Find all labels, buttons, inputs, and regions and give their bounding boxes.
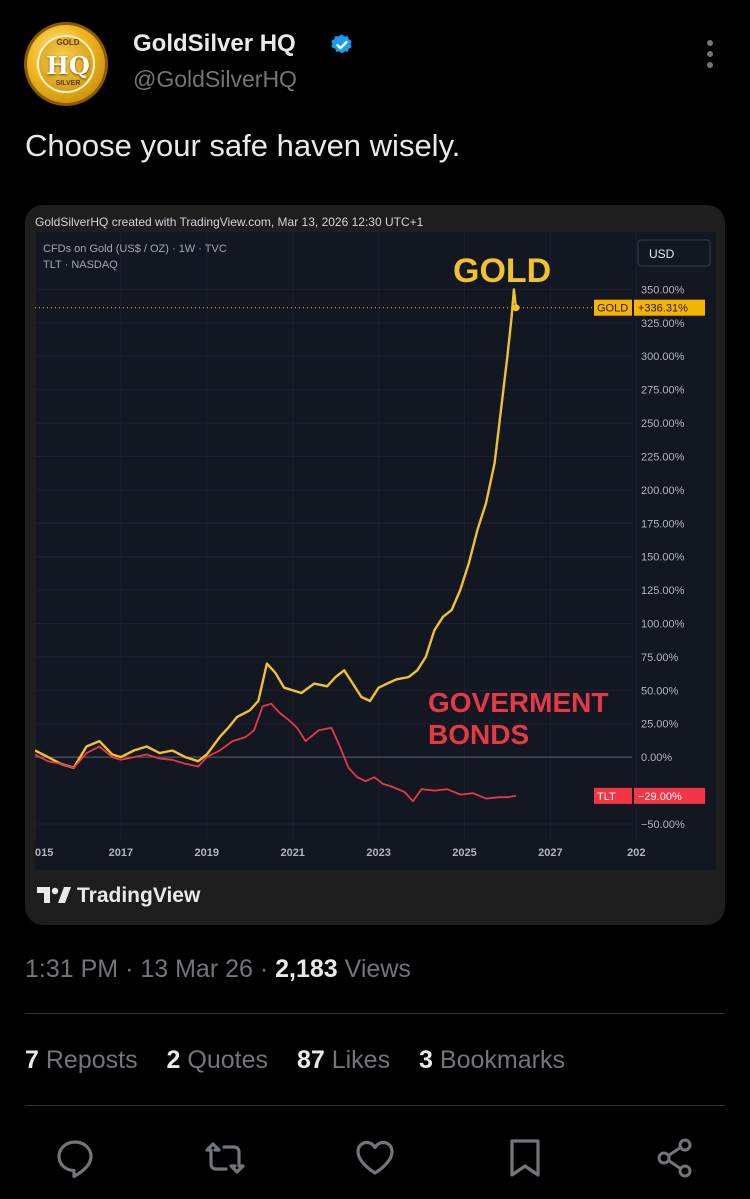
quotes-count: 2 — [166, 1046, 181, 1074]
gold-value-label: +336.31% — [638, 303, 688, 315]
like-icon[interactable] — [353, 1136, 397, 1180]
verified-badge-icon — [331, 34, 352, 54]
tlt-name-label: TLT — [597, 791, 616, 803]
avatar-coin: GOLD HQ SILVER — [37, 35, 95, 93]
views-count: 2,183 — [275, 955, 338, 983]
gold-value-badge — [634, 299, 705, 316]
tradingview-logo-icon — [37, 887, 71, 903]
repost-icon[interactable] — [203, 1136, 247, 1180]
author-name[interactable]: GoldSilver HQ — [133, 30, 296, 57]
quotes-stat[interactable]: 2 Quotes — [167, 1046, 268, 1074]
tweet-date[interactable]: 13 Mar 26 — [140, 955, 253, 983]
views-label: Views — [344, 955, 411, 983]
chart-caption: GoldSilverHQ created with TradingView.co… — [35, 215, 424, 229]
x-tick-label: 2017 — [109, 847, 133, 859]
bonds-annotation-line2: BONDS — [428, 719, 529, 750]
reposts-stat[interactable]: 7 Reposts — [25, 1046, 138, 1074]
gold-series-line — [34, 288, 518, 769]
share-icon[interactable] — [653, 1136, 697, 1180]
avatar[interactable]: GOLD HQ SILVER — [24, 22, 108, 106]
tradingview-wordmark: TradingView — [77, 884, 201, 907]
bonds-annotation-line1: GOVERMENT — [428, 687, 608, 718]
y-tick-label: 125.00% — [641, 585, 685, 597]
engagement-stats: 7 Reposts 2 Quotes 87 Likes 3 Bookmarks — [25, 1046, 587, 1075]
y-tick-label: 175.00% — [641, 518, 685, 530]
avatar-top-text: GOLD — [56, 38, 80, 47]
y-tick-label: 200.00% — [641, 485, 685, 497]
tweet-meta: 1:31 PM · 13 Mar 26 · 2,183 Views — [25, 955, 411, 984]
bookmarks-stat[interactable]: 3 Bookmarks — [419, 1046, 565, 1074]
bookmarks-count: 3 — [419, 1046, 433, 1074]
gold-annotation: GOLD — [453, 252, 551, 290]
tlt-series-line — [34, 702, 517, 803]
x-tick-label: 2027 — [538, 847, 562, 859]
y-tick-label: 275.00% — [641, 385, 685, 397]
divider — [25, 1105, 725, 1106]
chart-symbol-line: TLT · NASDAQ — [43, 259, 118, 271]
chart-image-card[interactable]: GoldSilverHQ created with TradingView.co… — [25, 205, 725, 925]
likes-stat[interactable]: 87 Likes — [297, 1046, 390, 1074]
x-tick-label: 015 — [35, 847, 53, 859]
bookmarks-label: Bookmarks — [439, 1046, 565, 1074]
y-tick-label: 100.00% — [641, 619, 685, 631]
y-tick-label: 300.00% — [641, 351, 685, 363]
gold-name-label: GOLD — [597, 303, 628, 315]
y-tick-label: 350.00% — [641, 284, 685, 296]
y-tick-label: 0.00% — [641, 752, 672, 764]
avatar-initials: HQ — [46, 51, 90, 80]
x-tick-label: 2019 — [195, 847, 219, 859]
likes-count: 87 — [296, 1046, 325, 1074]
meta-separator: · — [259, 955, 276, 983]
y-tick-label: 75.00% — [641, 652, 679, 664]
reposts-count: 7 — [25, 1046, 39, 1074]
tweet-time[interactable]: 1:31 PM — [25, 955, 119, 983]
x-tick-label: 2023 — [366, 847, 390, 859]
x-tick-label: 2025 — [452, 847, 476, 859]
meta-separator: · — [125, 955, 141, 983]
tlt-value-label: −29.00% — [638, 791, 682, 803]
tweet-header: GOLD HQ SILVER GoldSilver HQ @GoldSilver… — [0, 0, 750, 120]
tlt-value-badge — [634, 787, 705, 804]
x-tick-label: 202 — [627, 847, 645, 859]
tweet-text: Choose your safe haven wisely. — [25, 128, 461, 163]
divider — [25, 1013, 725, 1014]
gold-last-point — [512, 304, 520, 312]
y-tick-label: 225.00% — [641, 451, 685, 463]
likes-label: Likes — [331, 1046, 391, 1074]
y-tick-label: 50.00% — [641, 685, 679, 697]
chart-svg: CFDs on Gold (US$ / OZ) · 1W · TVC TLT · … — [34, 232, 711, 859]
y-tick-label: 325.00% — [641, 318, 685, 330]
reposts-label: Reposts — [45, 1046, 138, 1074]
y-tick-label: 150.00% — [641, 552, 685, 564]
bookmark-icon[interactable] — [503, 1136, 547, 1180]
x-tick-label: 2021 — [280, 847, 304, 859]
y-tick-label: −50.00% — [641, 819, 685, 831]
tlt-name-badge — [594, 787, 632, 804]
currency-label: USD — [649, 247, 675, 261]
more-options-icon[interactable] — [700, 40, 720, 74]
author-handle[interactable]: @GoldSilverHQ — [133, 66, 297, 92]
chart-area: CFDs on Gold (US$ / OZ) · 1W · TVC TLT · … — [34, 232, 716, 870]
currency-selector — [637, 239, 711, 267]
quotes-label: Quotes — [187, 1046, 268, 1074]
avatar-bottom-text: SILVER — [55, 80, 81, 87]
gold-name-badge — [594, 299, 632, 316]
action-bar — [0, 1130, 750, 1190]
chart-symbol-line: CFDs on Gold (US$ / OZ) · 1W · TVC — [43, 243, 227, 255]
reply-icon[interactable] — [53, 1136, 97, 1180]
y-tick-label: 250.00% — [641, 418, 685, 430]
y-tick-label: 25.00% — [641, 719, 679, 731]
